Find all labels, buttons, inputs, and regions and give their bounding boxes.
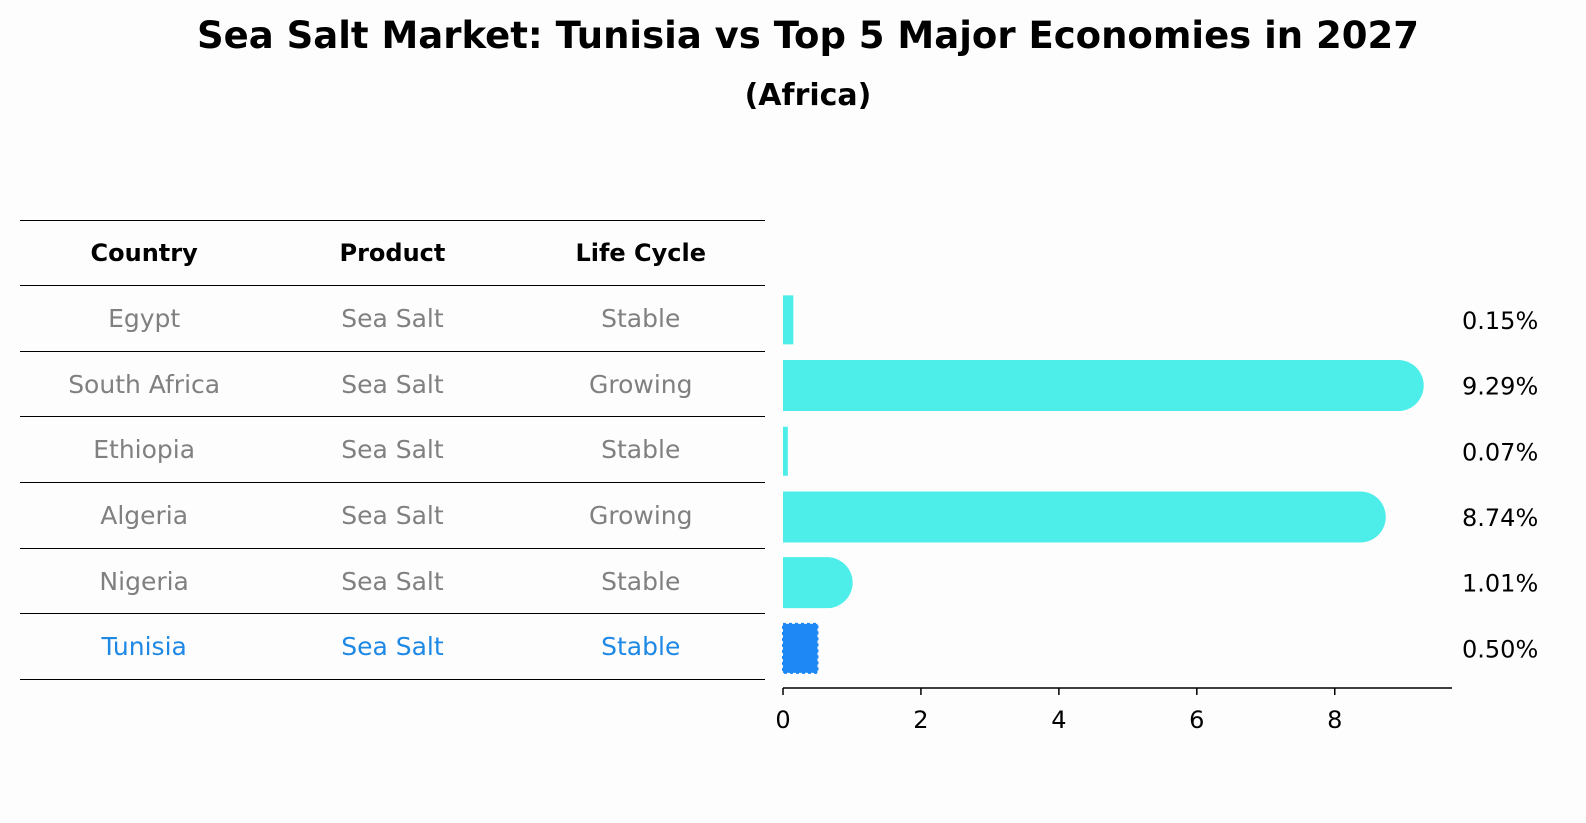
bar-nigeria (783, 557, 853, 609)
life-cycle-cell: Growing (588, 500, 693, 530)
value-label-south-africa: 9.29% (1462, 373, 1538, 401)
chart-title: Sea Salt Market: Tunisia vs Top 5 Major … (197, 14, 1419, 57)
life-cycle-cell: Stable (601, 632, 681, 662)
value-label-algeria: 8.74% (1462, 504, 1538, 532)
country-cell: Nigeria (99, 566, 189, 596)
x-tick-label-4: 4 (1051, 706, 1066, 734)
table-row: Ethiopia Sea Salt Stable (20, 417, 765, 484)
country-cell: Egypt (108, 303, 181, 333)
life-cycle-cell: Stable (601, 303, 681, 333)
value-label-ethiopia: 0.07% (1462, 438, 1538, 466)
product-cell: Sea Salt (341, 566, 444, 596)
bar-egypt (783, 295, 794, 345)
life-cycle-cell: Growing (588, 369, 693, 399)
header-life-cycle: Life Cycle (575, 239, 707, 267)
life-cycle-cell: Stable (601, 566, 681, 596)
life-cycle-cell: Stable (601, 435, 681, 465)
table-row: Algeria Sea Salt Growing (20, 483, 765, 549)
product-cell: Sea Salt (341, 632, 444, 662)
x-tick-label-6: 6 (1189, 706, 1204, 734)
x-tick-label-8: 8 (1327, 706, 1342, 734)
bar-ethiopia (783, 426, 788, 476)
chart-subtitle: (Africa) (744, 78, 872, 113)
value-label-tunisia: 0.50% (1462, 635, 1538, 663)
country-cell: Algeria (100, 500, 189, 530)
bar-south-africa (783, 360, 1424, 412)
x-tick-label-0: 0 (775, 706, 790, 734)
country-cell: Tunisia (101, 632, 187, 662)
country-cell: South Africa (68, 369, 221, 399)
product-cell: Sea Salt (341, 369, 444, 399)
data-table: Country Product Life Cycle Egypt Sea Sal… (20, 220, 765, 681)
x-tick-label-2: 2 (913, 706, 928, 734)
table-row: Nigeria Sea Salt Stable (20, 549, 765, 615)
value-label-nigeria: 1.01% (1462, 570, 1538, 598)
product-cell: Sea Salt (341, 500, 444, 530)
value-label-egypt: 0.15% (1462, 307, 1538, 335)
header-product: Product (339, 239, 446, 267)
header-country: Country (90, 239, 198, 267)
table-row: South Africa Sea Salt Growing (20, 352, 765, 418)
product-cell: Sea Salt (341, 303, 444, 333)
country-cell: Ethiopia (93, 435, 196, 465)
bar-tunisia (782, 622, 819, 674)
table-header-row: Country Product Life Cycle (20, 220, 765, 286)
table-row: Egypt Sea Salt Stable (20, 286, 765, 352)
product-cell: Sea Salt (341, 435, 444, 465)
table-row-highlight: Tunisia Sea Salt Stable (20, 614, 765, 681)
bar-algeria (783, 491, 1386, 543)
